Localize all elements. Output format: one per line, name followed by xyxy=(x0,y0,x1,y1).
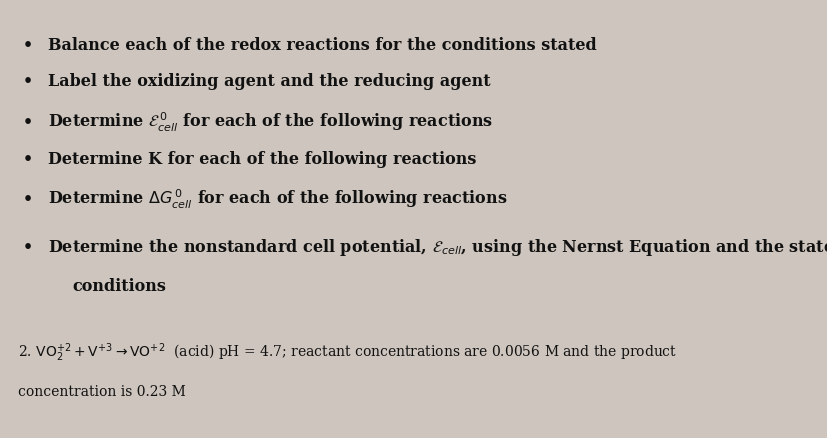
Text: •: • xyxy=(23,73,33,89)
Text: •: • xyxy=(23,114,33,131)
Text: Determine $\Delta G^{\,0}_{cell}$ for each of the following reactions: Determine $\Delta G^{\,0}_{cell}$ for ea… xyxy=(48,188,507,211)
Text: Determine the nonstandard cell potential, $\mathcal{E}_{cell}$, using the Nernst: Determine the nonstandard cell potential… xyxy=(48,237,827,258)
Text: concentration is 0.23 M: concentration is 0.23 M xyxy=(18,385,186,399)
Text: •: • xyxy=(23,38,33,54)
Text: Determine K for each of the following reactions: Determine K for each of the following re… xyxy=(48,152,476,168)
Text: conditions: conditions xyxy=(73,279,166,295)
Text: •: • xyxy=(23,191,33,208)
Text: 2. $\mathrm{VO_2^{+2} + V^{+3} \rightarrow VO^{+2}}$  (acid) pH = 4.7; reactant : 2. $\mathrm{VO_2^{+2} + V^{+3} \rightarr… xyxy=(18,341,676,364)
Text: Balance each of the redox reactions for the conditions stated: Balance each of the redox reactions for … xyxy=(48,38,596,54)
Text: •: • xyxy=(23,152,33,168)
Text: •: • xyxy=(23,239,33,256)
Text: Label the oxidizing agent and the reducing agent: Label the oxidizing agent and the reduci… xyxy=(48,73,490,89)
Text: Determine $\mathcal{E}^{\,0}_{cell}$ for each of the following reactions: Determine $\mathcal{E}^{\,0}_{cell}$ for… xyxy=(48,111,493,134)
